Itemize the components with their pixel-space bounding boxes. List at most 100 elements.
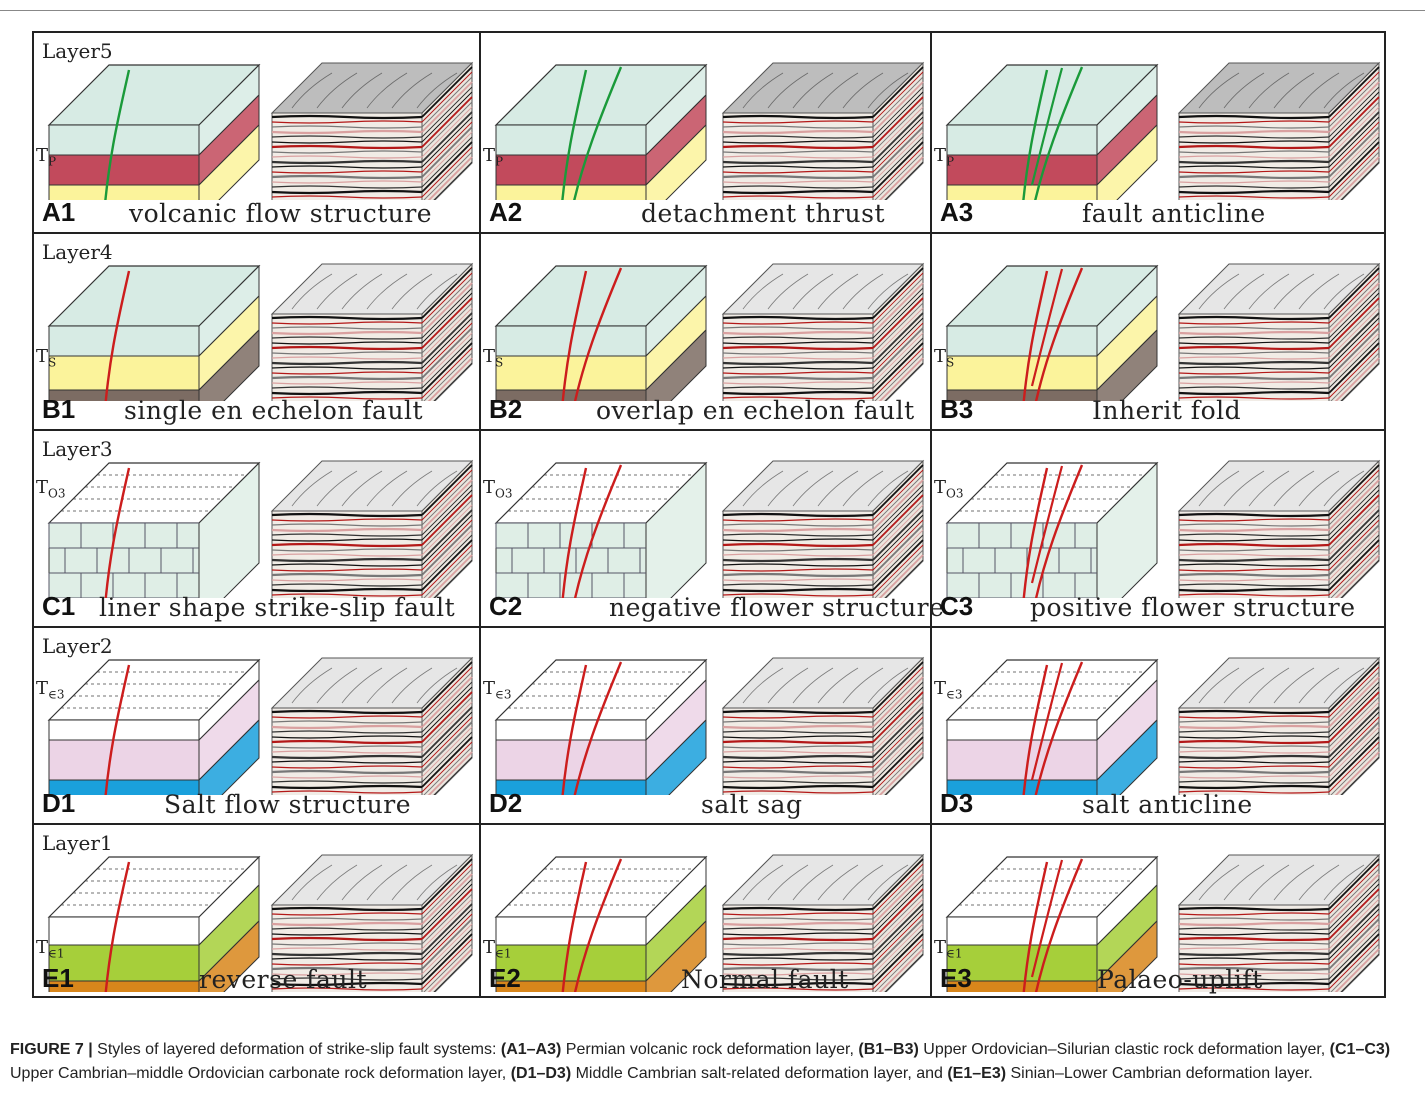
panel-id: D3 — [940, 788, 974, 818]
grid-divider — [479, 33, 481, 996]
block-diagram — [47, 461, 261, 598]
seismic-section — [270, 262, 474, 401]
caption-a-text: Permian volcanic rock deformation layer, — [561, 1041, 859, 1058]
caption-d-text: Middle Cambrian salt-related deformation… — [571, 1065, 948, 1082]
grid-divider — [34, 823, 1384, 825]
panel-c2: TO3 C2 negative flower structure — [481, 431, 944, 626]
panel-id: D1 — [42, 788, 76, 818]
block-diagram — [494, 461, 708, 598]
horizon-marker: TP — [36, 145, 57, 169]
horizon-marker: TO3 — [934, 477, 964, 501]
seismic-section — [270, 61, 474, 200]
seismic-section — [721, 459, 925, 598]
caption-intro: Styles of layered deformation of strike-… — [92, 1041, 501, 1058]
panel-b1: Layer4 TS B1 single en echelon fault — [34, 234, 479, 429]
panel-title: liner shape strike-slip fault — [99, 593, 456, 622]
panel-title: positive flower structure — [1030, 593, 1356, 622]
caption-b-text: Upper Ordovician–Silurian clastic rock d… — [918, 1041, 1330, 1058]
panel-b3: TS B3 Inherit fold — [932, 234, 1386, 429]
horizon-marker: T∈3 — [483, 678, 512, 702]
panel-c1: Layer3 TO3 C1 liner shape strike-slip fault — [34, 431, 479, 626]
block-diagram — [47, 63, 261, 200]
figure-panel-grid — [32, 31, 1386, 998]
panel-title: salt sag — [701, 790, 803, 819]
seismic-section — [1177, 61, 1381, 200]
horizon-marker: T∈3 — [934, 678, 963, 702]
panel-id: E1 — [42, 963, 74, 993]
block-diagram — [47, 658, 261, 795]
grid-divider — [34, 626, 1384, 628]
block-diagram — [945, 63, 1159, 200]
panel-id: A2 — [489, 197, 523, 227]
panel-title: single en echelon fault — [124, 396, 424, 425]
panel-c3: TO3 C3 positive flower structure — [932, 431, 1386, 626]
panel-a2: TP A2 detachment thrust — [481, 33, 930, 232]
layer-label: Layer4 — [42, 240, 113, 264]
panel-title: salt anticline — [1082, 790, 1253, 819]
panel-id: A3 — [940, 197, 974, 227]
caption-a-ref: (A1–A3) — [500, 1041, 562, 1058]
caption-e-ref: (E1–E3) — [947, 1065, 1007, 1082]
panel-e3: T∈1 E3 Palaeo-uplift — [932, 825, 1386, 998]
block-diagram — [945, 658, 1159, 795]
layer-label: Layer5 — [42, 39, 113, 63]
panel-a3: TP A3 fault anticline — [932, 33, 1386, 232]
panel-id: C1 — [42, 591, 76, 621]
seismic-section — [721, 656, 925, 795]
horizon-marker: T∈1 — [36, 937, 65, 961]
block-diagram — [47, 264, 261, 401]
horizon-marker: T∈1 — [934, 937, 963, 961]
panel-id: E2 — [489, 963, 521, 993]
seismic-section — [721, 853, 925, 992]
caption-label: FIGURE 7 | — [10, 1041, 93, 1058]
panel-title: Inherit fold — [1092, 396, 1242, 425]
seismic-section — [270, 853, 474, 992]
panel-title: volcanic flow structure — [129, 199, 433, 228]
caption-d-ref: (D1–D3) — [510, 1065, 572, 1082]
panel-a1: Layer5 TP A1 volcanic flow structure — [34, 33, 479, 232]
panel-title: detachment thrust — [641, 199, 886, 228]
panel-id: B3 — [940, 394, 974, 424]
caption-b-ref: (B1–B3) — [858, 1041, 919, 1058]
top-rule — [0, 10, 1425, 11]
panel-title: Salt flow structure — [164, 790, 411, 819]
seismic-section — [270, 459, 474, 598]
grid-divider — [34, 232, 1384, 234]
caption-e-text: Sinian–Lower Cambrian deformation layer. — [1006, 1065, 1313, 1082]
caption-c-ref: (C1–C3) — [1329, 1041, 1391, 1058]
panel-title: reverse fault — [199, 965, 367, 994]
panel-d2: T∈3 D2 salt sag — [481, 628, 930, 823]
panel-title: Normal fault — [681, 965, 849, 994]
seismic-section — [721, 262, 925, 401]
seismic-section — [1177, 656, 1381, 795]
seismic-section — [721, 61, 925, 200]
panel-e2: T∈1 E2 Normal fault — [481, 825, 930, 998]
layer-label: Layer2 — [42, 634, 113, 658]
layer-label: Layer1 — [42, 831, 113, 855]
panel-id: E3 — [940, 963, 972, 993]
horizon-marker: TS — [36, 346, 57, 370]
horizon-marker: T∈1 — [483, 937, 512, 961]
block-diagram — [945, 855, 1159, 992]
panel-id: B2 — [489, 394, 523, 424]
caption-c-text: Upper Cambrian–middle Ordovician carbona… — [10, 1065, 511, 1082]
horizon-marker: TS — [934, 346, 955, 370]
layer-label: Layer3 — [42, 437, 113, 461]
horizon-marker: TO3 — [36, 477, 66, 501]
figure-caption: FIGURE 7 | Styles of layered deformation… — [10, 1038, 1410, 1086]
panel-id: C2 — [489, 591, 523, 621]
horizon-marker: TS — [483, 346, 504, 370]
panel-title: overlap en echelon fault — [596, 396, 915, 425]
seismic-section — [1177, 262, 1381, 401]
grid-divider — [34, 429, 1384, 431]
block-diagram — [494, 855, 708, 992]
block-diagram — [945, 461, 1159, 598]
panel-title: Palaeo-uplift — [1097, 965, 1263, 994]
block-diagram — [494, 264, 708, 401]
panel-id: C3 — [940, 591, 974, 621]
seismic-section — [1177, 853, 1381, 992]
block-diagram — [494, 63, 708, 200]
grid-divider — [930, 33, 932, 996]
block-diagram — [494, 658, 708, 795]
panel-id: D2 — [489, 788, 523, 818]
